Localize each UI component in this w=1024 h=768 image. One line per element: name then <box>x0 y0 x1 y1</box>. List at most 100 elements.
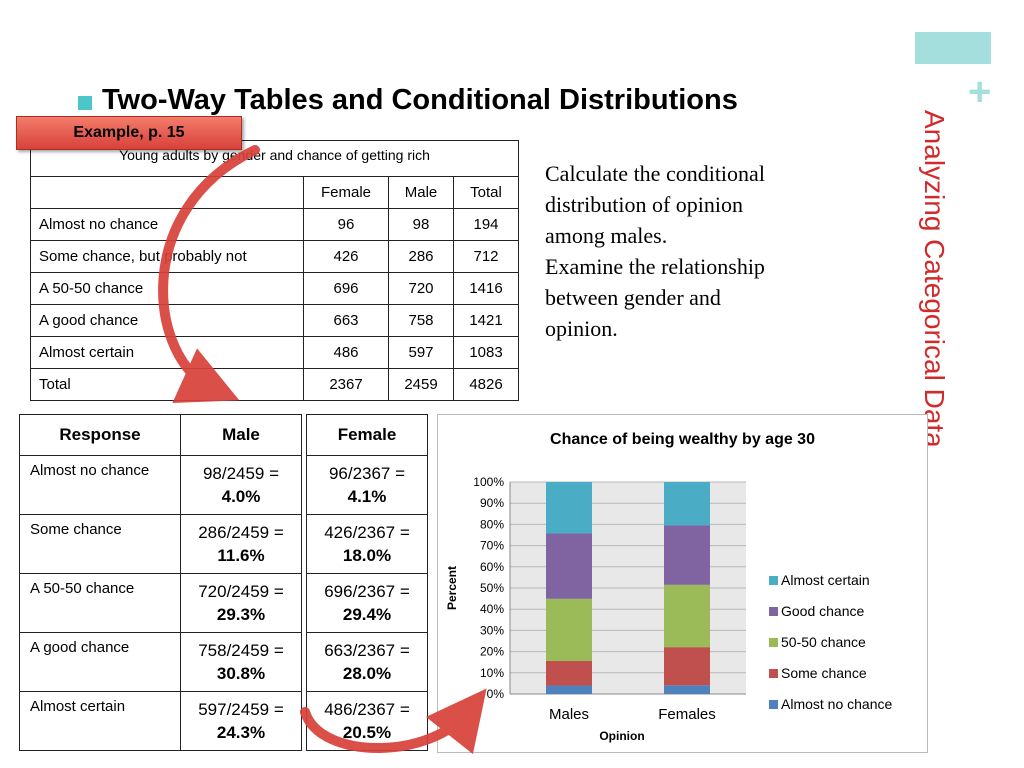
y-tick-label: 10% <box>480 666 504 680</box>
x-tick-label: Females <box>658 706 716 723</box>
section-title-text: Analyzing Categorical Data <box>919 110 950 448</box>
cell-value: 96 <box>303 208 389 241</box>
table-row: A 50-50 chance 720/2459 = 29.3% 696/2367 … <box>19 573 428 633</box>
legend-label: Some chance <box>781 665 867 681</box>
title-row: Two-Way Tables and Conditional Distribut… <box>78 80 738 120</box>
cell-value: 758 <box>388 304 454 337</box>
table-header-row: Female Male Total <box>30 176 519 209</box>
male-cell: 720/2459 = 29.3% <box>180 573 302 633</box>
cell-value: 194 <box>453 208 519 241</box>
cell-value: 1083 <box>453 336 519 369</box>
bar-segment <box>546 660 592 686</box>
header-cell: Male <box>388 176 454 209</box>
table-row: Almost certain 486 597 1083 <box>30 336 519 369</box>
cell-value: 286 <box>388 240 454 273</box>
cell-value: 426 <box>303 240 389 273</box>
fraction: 426/2367 = <box>324 523 410 542</box>
cell-value: 597 <box>388 336 454 369</box>
fraction: 486/2367 = <box>324 700 410 719</box>
cell-value: 1421 <box>453 304 519 337</box>
y-tick-label: 100% <box>473 475 504 489</box>
row-label: Almost certain <box>30 336 304 369</box>
fraction: 286/2459 = <box>198 523 284 542</box>
stacked-bar-chart: 0% 10% 20% 30% 40% 50% 60% 70% 80% 90% 100% Males Fe… <box>445 475 892 743</box>
female-cell: 663/2367 = 28.0% <box>306 632 428 692</box>
cell-value: 720 <box>388 272 454 305</box>
row-label: Almost no chance <box>30 208 304 241</box>
header-cell: Total <box>453 176 519 209</box>
table-row: Almost certain 597/2459 = 24.3% 486/2367 … <box>19 691 428 751</box>
cell-value: 663 <box>303 304 389 337</box>
table-row: A good chance 663 758 1421 <box>30 304 519 337</box>
legend-swatch <box>769 700 778 709</box>
fraction: 720/2459 = <box>198 582 284 601</box>
conditional-table: Response Male Female Almost no chance 98… <box>19 414 428 751</box>
header-cell: Female <box>303 176 389 209</box>
percent: 4.0% <box>221 487 261 506</box>
legend-label: Almost certain <box>781 572 870 588</box>
y-tick-label: 0% <box>487 687 505 701</box>
table-row: Almost no chance 96 98 194 <box>30 208 519 241</box>
response-label: A 50-50 chance <box>19 573 181 633</box>
bar-segment <box>664 647 710 686</box>
table-header-row: Response Male Female <box>19 414 428 456</box>
percent: 18.0% <box>342 546 392 565</box>
percent: 29.4% <box>342 605 392 624</box>
table-row: Some chance, but probably not 426 286 712 <box>30 240 519 273</box>
question-line: opinion. <box>545 316 618 341</box>
header-cell: Male <box>180 414 302 456</box>
cell-value: 1416 <box>453 272 519 305</box>
legend-label: Almost no chance <box>781 696 892 712</box>
row-label: Some chance, but probably not <box>30 240 304 273</box>
cell-value: 712 <box>453 240 519 273</box>
percent: 20.5% <box>342 723 392 742</box>
y-tick-label: 70% <box>480 539 504 553</box>
cell-value: 4826 <box>453 368 519 401</box>
table-row: A good chance 758/2459 = 30.8% 663/2367 =… <box>19 632 428 692</box>
response-label: Almost no chance <box>19 455 181 515</box>
bar-segment <box>664 685 710 694</box>
fraction: 696/2367 = <box>324 582 410 601</box>
chart-title: Chance of being wealthy by age 30 <box>550 431 815 448</box>
y-tick-label: 50% <box>480 581 504 595</box>
male-cell: 286/2459 = 11.6% <box>180 514 302 574</box>
header-cell: Female <box>306 414 428 456</box>
fraction: 98/2459 = <box>202 464 280 483</box>
bar-segment <box>664 482 710 526</box>
legend-swatch <box>769 669 778 678</box>
legend-swatch <box>769 576 778 585</box>
bar-segment <box>546 482 592 534</box>
male-cell: 98/2459 = 4.0% <box>180 455 302 515</box>
legend-label: Good chance <box>781 603 864 619</box>
female-cell: 426/2367 = 18.0% <box>306 514 428 574</box>
bar-segment <box>546 685 592 694</box>
table-row: A 50-50 chance 696 720 1416 <box>30 272 519 305</box>
legend-swatch <box>769 638 778 647</box>
question-line: between gender and <box>545 285 721 310</box>
female-cell: 486/2367 = 20.5% <box>306 691 428 751</box>
row-label: A good chance <box>30 304 304 337</box>
chart-panel: Chance of being wealthy by age 30 0% 10% 2… <box>437 414 928 753</box>
percent: 30.8% <box>216 664 266 683</box>
cell-value: 696 <box>303 272 389 305</box>
example-badge: Example, p. 15 <box>16 116 242 150</box>
two-way-table: Young adults by gender and chance of get… <box>30 140 519 401</box>
female-cell: 96/2367 = 4.1% <box>306 455 428 515</box>
percent: 11.6% <box>217 546 265 565</box>
legend-label: 50-50 chance <box>781 634 866 650</box>
cell-value: 486 <box>303 336 389 369</box>
male-cell: 597/2459 = 24.3% <box>180 691 302 751</box>
question-line: among males. <box>545 223 668 248</box>
x-axis-label: Opinion <box>599 729 644 743</box>
cell-value: 2459 <box>388 368 454 401</box>
bar-segment <box>546 598 592 661</box>
percent: 28.0% <box>342 664 392 683</box>
legend-swatch <box>769 607 778 616</box>
percent: 24.3% <box>216 723 266 742</box>
bar-segment <box>546 533 592 599</box>
y-tick-label: 20% <box>480 645 504 659</box>
x-tick-label: Males <box>549 706 589 723</box>
fraction: 758/2459 = <box>198 641 284 660</box>
slide-title: Two-Way Tables and Conditional Distribut… <box>102 83 738 116</box>
response-label: Almost certain <box>19 691 181 751</box>
